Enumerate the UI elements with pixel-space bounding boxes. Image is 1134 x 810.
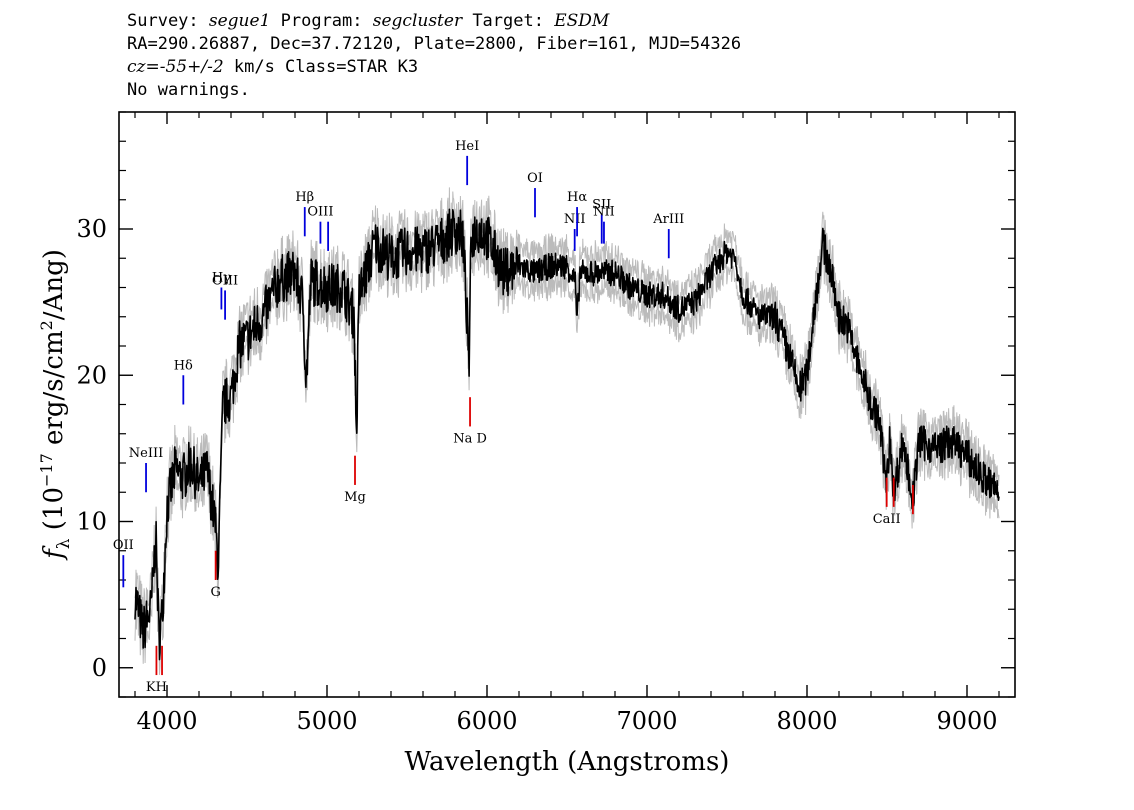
y-tick-label: 20: [76, 361, 107, 389]
x-tick-label: 9000: [936, 707, 997, 735]
emission-line-label: Hγ: [212, 271, 231, 286]
header-line-3: cz=-55+/-2 km/s Class=STAR K3: [127, 56, 741, 79]
x-tick-label: 4000: [136, 707, 197, 735]
error-lower: [134, 224, 1000, 675]
absorption-line-label: Na D: [453, 431, 487, 446]
emission-line-label: OII: [113, 538, 134, 553]
emission-line-label: NII: [564, 212, 586, 227]
spectrum-series: [134, 208, 1000, 661]
emission-line-label: NeIII: [129, 446, 163, 461]
survey-value: segue1: [208, 11, 271, 31]
absorption-line-label: CaII: [873, 512, 901, 527]
emission-line-label: Hδ: [174, 358, 193, 373]
header-line-1: Survey: segue1 Program: segcluster Targe…: [127, 10, 741, 33]
absorption-line-label: Mg: [344, 490, 366, 505]
emission-line-label: Hα: [567, 190, 587, 205]
emission-line-label: SII: [592, 197, 611, 212]
emission-line-label: NII: [593, 205, 615, 220]
x-tick-label: 7000: [616, 707, 677, 735]
y-axis-title: fλ (10−17 erg/s/cm2/Ang): [37, 249, 74, 561]
emission-line-label: ArIII: [652, 212, 684, 227]
emission-line-label: OI: [527, 171, 543, 186]
target-label: Target:: [462, 11, 555, 31]
class-value: km/s Class=STAR K3: [223, 57, 419, 77]
x-axis-title: Wavelength (Angstroms): [405, 747, 730, 777]
absorption-line-label: G: [210, 585, 220, 600]
emission-line-label: HeI: [455, 139, 479, 154]
header-line-4: No warnings.: [127, 80, 250, 100]
y-tick-label: 0: [92, 654, 107, 682]
axis-ticks: 4000 5000 6000 7000 8000 9000 0 10 20 30: [76, 111, 1015, 735]
emission-line-label: Hβ: [295, 190, 314, 205]
spectrum-header: Survey: segue1 Program: segcluster Targe…: [127, 10, 741, 102]
redshift-value: cz=-55+/-2: [127, 57, 224, 77]
y-tick-label: 30: [76, 215, 107, 243]
x-tick-label: 6000: [456, 707, 517, 735]
program-value: segcluster: [372, 11, 463, 31]
emission-line-label: OIII: [307, 205, 333, 220]
target-value: ESDM: [554, 11, 610, 31]
error-band: [134, 187, 1000, 675]
x-tick-label: 5000: [296, 707, 357, 735]
header-line-2: RA=290.26887, Dec=37.72120, Plate=2800, …: [127, 34, 742, 54]
absorption-line-label: KH: [146, 680, 167, 695]
survey-label: Survey:: [127, 11, 209, 31]
emission-line-label: OIII: [212, 273, 238, 288]
program-label: Program:: [270, 11, 373, 31]
y-tick-label: 10: [76, 508, 107, 536]
error-upper: [134, 187, 1000, 645]
x-tick-label: 8000: [776, 707, 837, 735]
spectrum-line: [134, 208, 1000, 661]
